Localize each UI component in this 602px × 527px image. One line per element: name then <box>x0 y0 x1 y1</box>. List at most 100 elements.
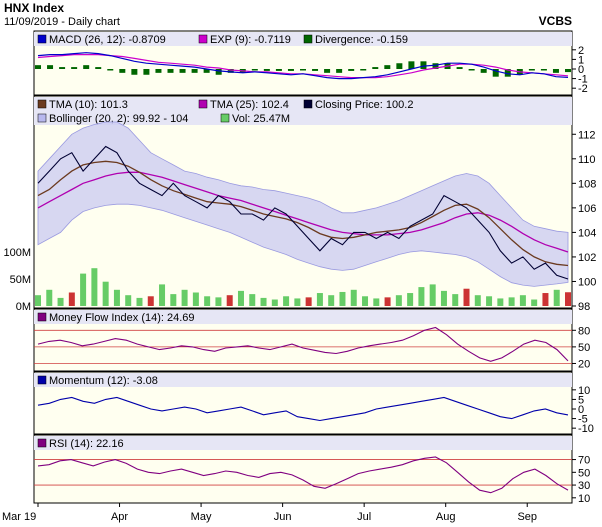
volume-bar <box>565 292 571 306</box>
macd-divergence-bar <box>348 69 355 71</box>
volume-legend-swatch <box>220 113 230 123</box>
price-legend-swatch <box>198 99 208 109</box>
x-tick-label: Aug <box>436 511 456 523</box>
momentum-legend-swatch <box>37 375 47 385</box>
macd-divergence-bar <box>552 69 559 73</box>
x-tick-label: May <box>191 511 212 523</box>
volume-bar <box>204 296 211 306</box>
macd-legend-swatch <box>303 34 313 44</box>
volume-bar <box>159 284 166 306</box>
mfi-line <box>37 326 569 362</box>
volume-bar <box>519 295 526 306</box>
rsi-tick-label: 50 <box>578 467 590 479</box>
macd-divergence-bar <box>312 69 319 71</box>
volume-bar <box>305 297 312 306</box>
macd-divergence-bar <box>95 67 102 69</box>
macd-divergence-bar <box>287 69 294 71</box>
volume-tick-label: 0M <box>16 301 31 313</box>
mfi-legend-label: Money Flow Index (14): 24.69 <box>49 312 195 324</box>
momentum-tick-label: -5 <box>578 414 588 426</box>
volume-bar <box>147 296 154 306</box>
macd-divergence-bar <box>372 67 379 69</box>
macd-divergence-bar <box>565 69 571 73</box>
volume-bar <box>80 273 87 306</box>
macd-divergence-bar <box>336 69 343 73</box>
macd-divergence-bar <box>275 69 282 71</box>
chart-title: HNX Index <box>4 1 64 15</box>
mfi-tick-label: 80 <box>578 325 590 337</box>
tma10-line <box>37 160 569 267</box>
volume-bar <box>373 298 380 306</box>
macd-divergence-bar <box>396 63 403 69</box>
momentum-tick-label: 0 <box>578 404 584 416</box>
momentum-line <box>37 396 569 422</box>
macd-divergence-bar <box>432 63 439 69</box>
momentum-tick-label: -10 <box>578 423 594 435</box>
volume-bar <box>215 297 222 306</box>
tma25-line <box>37 171 569 253</box>
macd-tick-label: 1 <box>578 54 584 66</box>
price-tick-label: 108 <box>578 178 596 190</box>
macd-divergence-bar <box>179 69 186 73</box>
macd-divergence-bar <box>263 69 270 71</box>
macd-divergence-bar <box>191 69 198 73</box>
macd-divergence-bar <box>360 69 367 71</box>
price-tick-label: 104 <box>578 227 596 239</box>
volume-bar <box>237 290 244 306</box>
volume-bar <box>316 293 323 306</box>
volume-bar <box>170 294 177 306</box>
price-tick-label: 102 <box>578 252 596 264</box>
mfi-legend-swatch <box>37 312 47 322</box>
price-legend-label: TMA (10): 101.3 <box>49 99 128 111</box>
price-legend-swatch <box>303 99 313 109</box>
price-legend-label: TMA (25): 102.4 <box>210 99 289 111</box>
macd-divergence-bar <box>300 69 306 71</box>
macd-divergence-bar <box>324 69 331 73</box>
volume-bar <box>429 284 436 306</box>
volume-bar <box>486 296 493 306</box>
volume-bar <box>68 292 75 306</box>
macd-divergence-bar <box>504 69 511 77</box>
rsi-tick-label: 30 <box>578 480 590 492</box>
macd-divergence-bar <box>480 69 487 73</box>
macd-divergence-bar <box>131 69 138 75</box>
volume-tick-label: 100M <box>3 247 31 259</box>
macd-legend-swatch <box>37 34 47 44</box>
macd-divergence-bar <box>540 69 547 71</box>
macd-divergence-bar <box>35 65 41 69</box>
macd-divergence-bar <box>83 65 90 69</box>
momentum-legend-bar <box>34 373 572 387</box>
volume-bar <box>125 295 132 306</box>
chart-subtitle: 11/09/2019 - Daily chart <box>4 16 120 28</box>
x-tick-label: Sep <box>517 511 537 523</box>
macd-line <box>37 52 569 80</box>
macd-tick-label: -1 <box>578 74 588 86</box>
price-legend-swatch <box>37 99 47 109</box>
macd-tick-label: 2 <box>578 45 584 57</box>
bollinger-legend-swatch <box>37 113 47 123</box>
volume-bar <box>226 295 233 306</box>
macd-divergence-bar <box>420 61 427 69</box>
volume-bar <box>362 296 369 306</box>
bollinger-band <box>37 121 569 287</box>
macd-divergence-bar <box>492 69 499 77</box>
mfi-legend-bar <box>34 310 572 324</box>
macd-divergence-bar <box>143 69 150 75</box>
macd-divergence-bar <box>107 69 114 71</box>
macd-legend-label: Divergence: -0.159 <box>315 34 408 46</box>
momentum-tick-label: 10 <box>578 385 590 397</box>
volume-bar <box>407 293 414 306</box>
macd-divergence-bar <box>384 65 391 69</box>
volume-tick-label: 50M <box>10 274 31 286</box>
bollinger-legend-label: Bollinger (20, 2): 99.92 - 104 <box>49 113 188 125</box>
macd-legend-label: MACD (26, 12): -0.8709 <box>49 34 166 46</box>
volume-bar <box>35 295 41 306</box>
volume-bar <box>249 294 256 306</box>
volume-bar <box>283 296 290 306</box>
volume-legend-label: Vol: 25.47M <box>232 113 290 125</box>
rsi-tick-label: 70 <box>578 455 590 467</box>
macd-tick-label: 0 <box>578 64 584 76</box>
momentum-tick-label: 5 <box>578 394 584 406</box>
macd-divergence-bar <box>528 69 535 71</box>
